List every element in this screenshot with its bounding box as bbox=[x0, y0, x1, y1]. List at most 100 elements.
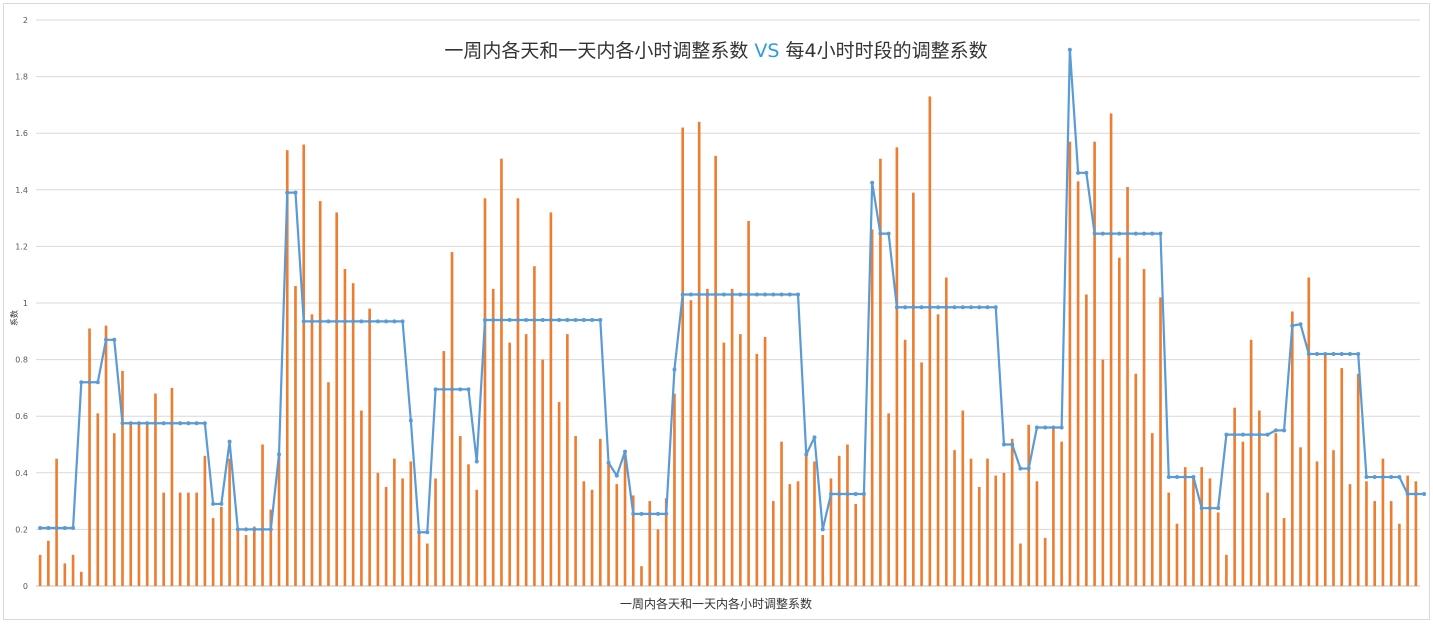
bar bbox=[458, 436, 462, 586]
bar bbox=[771, 501, 775, 586]
line-point bbox=[1010, 442, 1015, 447]
bar bbox=[351, 283, 355, 586]
bar bbox=[1167, 492, 1171, 586]
line-point bbox=[433, 387, 438, 392]
line-point bbox=[1125, 231, 1130, 236]
bar bbox=[401, 478, 404, 586]
line-point bbox=[153, 421, 158, 426]
line-point bbox=[812, 435, 817, 440]
bar bbox=[804, 452, 808, 586]
bar bbox=[656, 529, 660, 586]
y-tick-label: 1 bbox=[23, 299, 28, 308]
line-point bbox=[79, 380, 84, 385]
line-point bbox=[260, 527, 265, 532]
line-point bbox=[639, 511, 644, 516]
line-point bbox=[738, 292, 743, 297]
bar bbox=[137, 421, 141, 586]
line-point bbox=[730, 292, 735, 297]
gridlines bbox=[36, 19, 1420, 587]
y-tick-label: 2 bbox=[23, 16, 28, 25]
line-point bbox=[787, 292, 792, 297]
bar bbox=[285, 150, 289, 586]
line-point bbox=[1207, 506, 1212, 511]
line-point bbox=[804, 452, 809, 457]
line-point bbox=[1026, 466, 1031, 471]
bar bbox=[129, 424, 133, 586]
line-point bbox=[507, 317, 512, 322]
line-point bbox=[771, 292, 776, 297]
line-point bbox=[342, 319, 347, 324]
line-point bbox=[540, 317, 545, 322]
line-point bbox=[1315, 351, 1320, 356]
bar bbox=[277, 455, 281, 586]
y-tick-label: 0.2 bbox=[15, 525, 28, 534]
line-point bbox=[491, 317, 496, 322]
line-point bbox=[1356, 351, 1361, 356]
bar bbox=[1389, 501, 1393, 586]
line-point bbox=[1084, 170, 1089, 175]
bar bbox=[673, 393, 676, 586]
line-point bbox=[450, 387, 455, 392]
line-point bbox=[565, 317, 570, 322]
line-point bbox=[1397, 475, 1402, 480]
bar bbox=[912, 192, 915, 586]
line-point bbox=[318, 319, 323, 324]
line-point bbox=[960, 305, 965, 310]
bar bbox=[47, 540, 50, 586]
bar bbox=[1398, 523, 1401, 586]
line-point bbox=[969, 305, 974, 310]
line-point bbox=[647, 511, 652, 516]
line-point bbox=[87, 380, 92, 385]
y-tick-label: 1.8 bbox=[15, 73, 28, 82]
line-point bbox=[1422, 492, 1427, 497]
line-point bbox=[1076, 170, 1081, 175]
bar bbox=[1348, 484, 1352, 586]
line-point bbox=[128, 421, 133, 426]
bar bbox=[1225, 554, 1228, 586]
bar bbox=[1076, 181, 1080, 586]
bar bbox=[318, 201, 322, 586]
line-point bbox=[1232, 432, 1237, 437]
line-point bbox=[903, 305, 908, 310]
bar bbox=[1019, 543, 1022, 586]
bar bbox=[491, 288, 495, 586]
bar bbox=[360, 410, 363, 586]
line-point bbox=[1067, 47, 1072, 52]
line-point bbox=[499, 317, 504, 322]
line-point bbox=[1298, 322, 1303, 327]
bar bbox=[1093, 141, 1096, 586]
line-point bbox=[1092, 231, 1097, 236]
y-axis-title: 系数 bbox=[9, 310, 19, 326]
bar bbox=[1340, 368, 1344, 586]
line-point bbox=[1059, 425, 1064, 430]
y-tick-label: 0.6 bbox=[15, 412, 28, 421]
bar bbox=[920, 362, 923, 586]
bar bbox=[862, 492, 866, 586]
bar bbox=[1282, 518, 1286, 586]
bar bbox=[483, 198, 487, 587]
bar bbox=[1043, 537, 1047, 586]
bar bbox=[294, 286, 297, 586]
bar bbox=[846, 444, 849, 586]
line-point bbox=[853, 492, 858, 497]
line-point bbox=[1216, 506, 1221, 511]
line-point bbox=[1133, 231, 1138, 236]
bar bbox=[566, 334, 569, 586]
bar bbox=[870, 229, 874, 587]
bar bbox=[1208, 478, 1212, 586]
title-vs: VS bbox=[754, 40, 779, 62]
bar bbox=[170, 387, 174, 586]
line-point bbox=[301, 319, 306, 324]
bar bbox=[71, 554, 75, 586]
line-point bbox=[697, 292, 702, 297]
line-point bbox=[886, 231, 891, 236]
bar bbox=[977, 486, 981, 586]
line-point bbox=[820, 527, 825, 532]
bar bbox=[261, 444, 264, 586]
line-point bbox=[1158, 231, 1163, 236]
y-tick-label: 0.8 bbox=[15, 356, 28, 365]
line-point bbox=[1100, 231, 1105, 236]
bar bbox=[1010, 438, 1014, 586]
line-point bbox=[746, 292, 751, 297]
